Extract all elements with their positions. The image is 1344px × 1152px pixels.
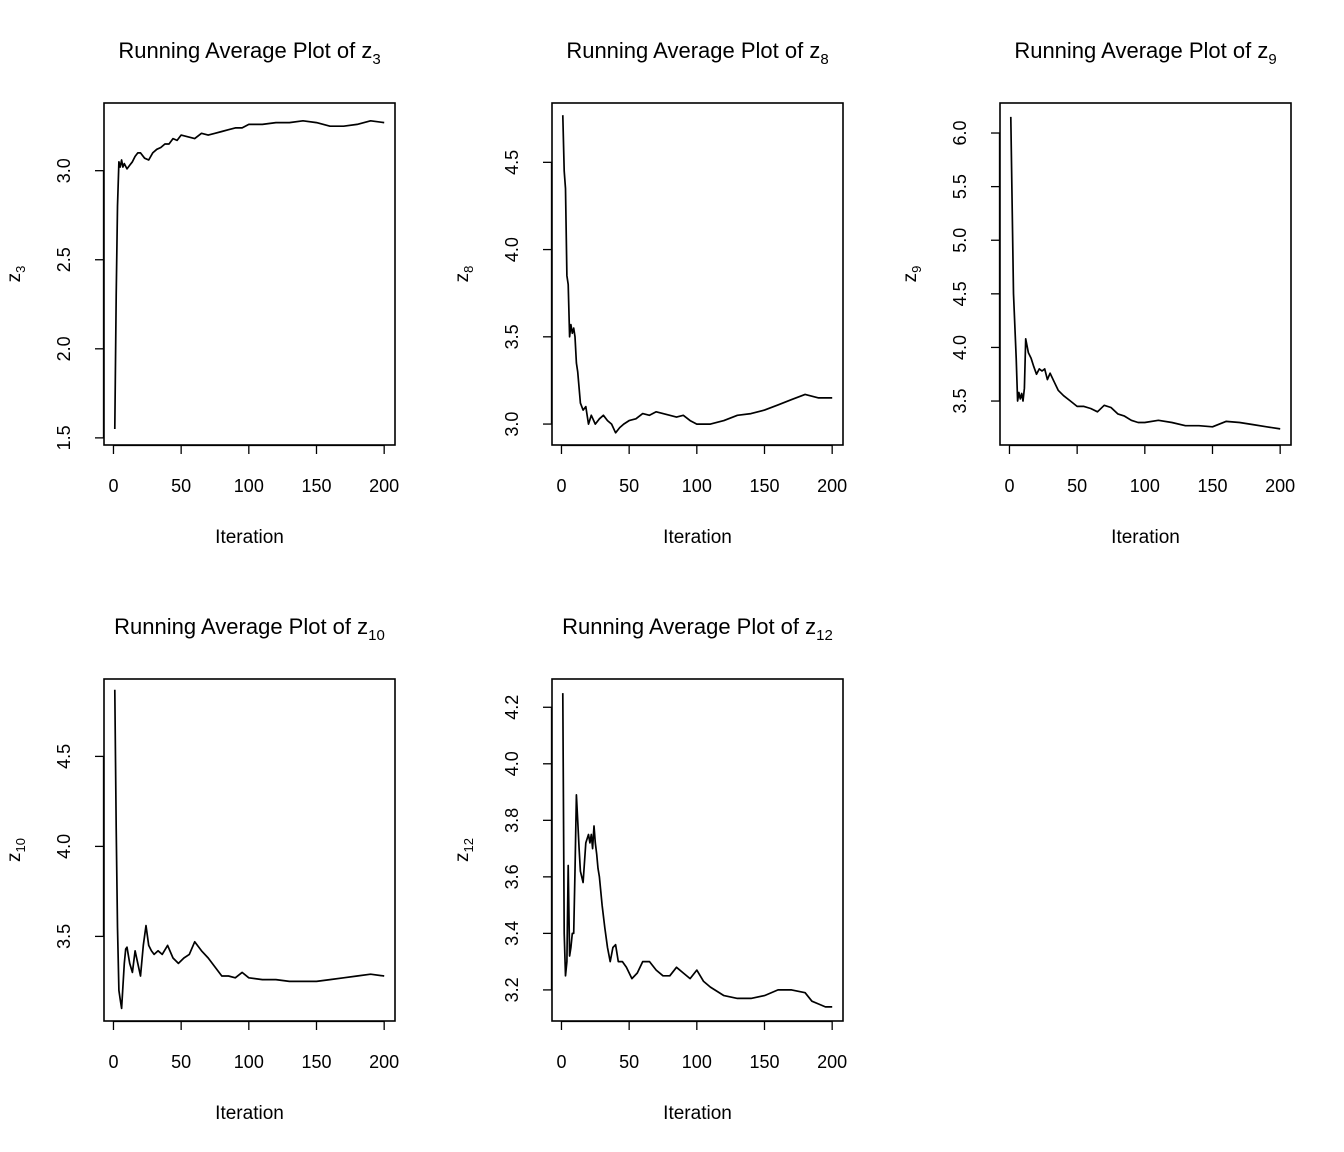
chart-title-text: Running Average Plot of z [562,614,816,639]
chart-title-subscript: 3 [372,51,380,68]
x-axis-label: Iteration [663,527,732,548]
y-tick-label: 1.5 [54,425,74,450]
chart-title-subscript: 12 [816,627,833,644]
y-tick-label: 3.5 [502,324,522,349]
x-tick-label: 200 [369,476,399,496]
x-tick-label: 200 [369,1052,399,1072]
x-tick-label: 150 [749,1052,779,1072]
chart-title-text: Running Average Plot of z [566,38,820,63]
x-tick-label: 100 [234,476,264,496]
x-axis-label: Iteration [1111,527,1180,548]
chart-panel: Running Average Plot of z80 50 100 150 200It… [452,38,847,548]
y-tick-label: 3.8 [502,808,522,833]
y-tick-label: 6.0 [950,121,970,146]
y-axis-label-subscript: 10 [13,838,28,852]
y-tick-label: 3.0 [502,412,522,437]
y-tick-label: 3.4 [502,921,522,946]
y-axis-label-text: z [900,273,921,283]
x-tick-label: 150 [301,1052,331,1072]
y-tick-label: 5.5 [950,174,970,199]
chart-title: Running Average Plot of z3 [118,38,380,68]
chart-title-subscript: 10 [368,627,385,644]
y-tick-label: 4.5 [502,150,522,175]
x-tick-label: 50 [619,476,639,496]
x-tick-label: 200 [817,476,847,496]
plot-frame [551,102,844,446]
y-tick-label: 3.5 [950,389,970,414]
x-tick-label: 150 [749,476,779,496]
y-tick-label: 4.0 [502,751,522,776]
chart-title: Running Average Plot of z12 [562,614,833,644]
y-axis-label-text: z [4,852,25,862]
chart-title: Running Average Plot of z10 [114,614,385,644]
y-axis-label: z3 [4,266,28,283]
x-tick-label: 50 [171,476,191,496]
chart-title-subscript: 8 [820,51,828,68]
x-tick-label: 200 [817,1052,847,1072]
plot-frame [103,102,396,446]
x-tick-label: 100 [1130,476,1160,496]
x-axis-label: Iteration [663,1103,732,1124]
x-tick-label: 0 [556,476,566,496]
series-line [561,693,833,1008]
y-tick-label: 4.2 [502,695,522,720]
y-tick-label: 2.0 [54,336,74,361]
y-tick-label: 4.5 [950,281,970,306]
y-axis-label-subscript: 3 [13,266,28,273]
x-tick-label: 150 [1197,476,1227,496]
x-tick-label: 100 [682,1052,712,1072]
series-line [113,689,385,1010]
chart-title-text: Running Average Plot of z [114,614,368,639]
x-tick-label: 50 [1067,476,1087,496]
y-axis-label-subscript: 12 [461,838,476,852]
y-axis-label: z9 [900,266,924,283]
chart-title: Running Average Plot of z9 [1014,38,1276,68]
plot-frame [999,102,1292,446]
series-line [113,119,385,430]
x-tick-label: 0 [1004,476,1014,496]
y-tick-label: 3.5 [54,924,74,949]
chart-panel: Running Average Plot of z30 50 100 150 200It… [4,38,399,548]
chart-title: Running Average Plot of z8 [566,38,828,68]
y-axis-label-text: z [4,273,25,283]
y-tick-label: 4.0 [502,237,522,262]
x-tick-label: 100 [682,476,712,496]
y-axis-label: z8 [452,266,476,283]
x-tick-label: 50 [619,1052,639,1072]
chart-title-subscript: 9 [1268,51,1276,68]
chart-panel: Running Average Plot of z90 50 100 150 200It… [900,38,1295,548]
x-tick-label: 150 [301,476,331,496]
y-tick-label: 3.0 [54,158,74,183]
x-tick-label: 100 [234,1052,264,1072]
y-tick-label: 4.0 [950,335,970,360]
series-line [561,115,833,434]
x-tick-label: 200 [1265,476,1295,496]
y-axis-label-subscript: 8 [461,266,476,273]
x-tick-label: 0 [556,1052,566,1072]
x-tick-label: 0 [108,1052,118,1072]
chart-title-text: Running Average Plot of z [1014,38,1268,63]
y-axis-label-text: z [452,852,473,862]
y-axis-label-text: z [452,273,473,283]
y-tick-label: 5.0 [950,228,970,253]
y-axis-label: z10 [4,838,28,862]
y-axis-label: z12 [452,838,476,862]
y-tick-label: 4.0 [54,834,74,859]
x-axis-label: Iteration [215,527,284,548]
x-tick-label: 50 [171,1052,191,1072]
y-tick-label: 3.6 [502,864,522,889]
y-tick-label: 3.2 [502,977,522,1002]
series-line [1009,116,1281,430]
y-tick-label: 2.5 [54,247,74,272]
y-axis-label-subscript: 9 [909,266,924,273]
plot-frame [103,678,396,1022]
chart-title-text: Running Average Plot of z [118,38,372,63]
y-tick-label: 4.5 [54,744,74,769]
x-tick-label: 0 [108,476,118,496]
x-axis-label: Iteration [215,1103,284,1124]
